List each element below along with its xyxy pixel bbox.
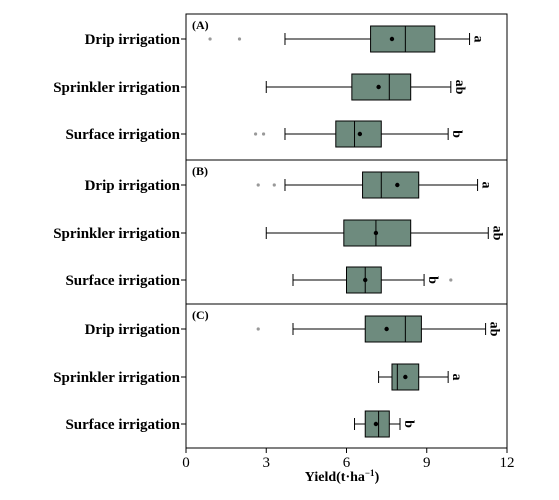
box-group: Surface irrigation b bbox=[65, 410, 416, 438]
category-label: Surface irrigation bbox=[65, 273, 180, 289]
category-label: Surface irrigation bbox=[65, 417, 180, 433]
x-axis-title: Yield(t·ha−1) bbox=[305, 468, 380, 485]
mean-marker bbox=[373, 421, 379, 427]
outlier-point bbox=[253, 132, 258, 136]
box-group: Sprinkler irrigation a bbox=[53, 363, 464, 391]
category-label: Drip irrigation bbox=[85, 178, 181, 194]
iqr-box bbox=[351, 73, 412, 101]
mean-marker bbox=[376, 84, 381, 90]
box-group: Surface irrigation b bbox=[65, 266, 453, 294]
category-label: Drip irrigation bbox=[85, 32, 181, 48]
outlier-point bbox=[261, 132, 266, 136]
x-tick-label: 6 bbox=[343, 455, 351, 471]
category-label: Sprinkler irrigation bbox=[53, 226, 180, 242]
box-group: Drip irrigation a bbox=[85, 171, 494, 199]
panel-1: (A) Drip irrigation a Sprinkler irrigation a… bbox=[53, 13, 508, 161]
significance-letter: b bbox=[401, 420, 416, 428]
outlier-point bbox=[208, 37, 212, 41]
outlier-point bbox=[256, 327, 260, 331]
box-group: Sprinkler irrigation ab bbox=[53, 73, 467, 101]
panel-label: (A) bbox=[192, 18, 209, 32]
mean-marker bbox=[373, 230, 379, 236]
significance-letter: ab bbox=[452, 80, 467, 95]
iqr-box bbox=[370, 25, 436, 53]
significance-letter: a bbox=[471, 36, 486, 43]
mean-marker bbox=[357, 131, 363, 137]
significance-letter: ab bbox=[487, 322, 502, 337]
x-tick-label: 3 bbox=[263, 455, 271, 471]
box-group: Sprinkler irrigation ab bbox=[53, 219, 504, 247]
mean-marker bbox=[384, 326, 389, 332]
significance-letter: a bbox=[449, 374, 464, 381]
category-label: Sprinkler irrigation bbox=[53, 80, 180, 96]
category-label: Drip irrigation bbox=[85, 322, 181, 338]
mean-marker bbox=[395, 182, 400, 188]
outlier-point bbox=[256, 183, 260, 187]
outlier-point bbox=[449, 278, 453, 282]
x-tick-label: 0 bbox=[182, 455, 190, 471]
category-label: Surface irrigation bbox=[65, 127, 180, 143]
iqr-box bbox=[364, 315, 422, 343]
box-group: Drip irrigation a bbox=[85, 25, 486, 53]
significance-letter: a bbox=[479, 182, 494, 189]
box-group: Drip irrigation ab bbox=[85, 315, 502, 343]
x-tick-label: 12 bbox=[500, 455, 515, 471]
panel-2: (B) Drip irrigation a Sprinkler irrigation a… bbox=[53, 159, 508, 305]
x-tick-label: 9 bbox=[423, 455, 431, 471]
mean-marker bbox=[389, 36, 395, 42]
iqr-box bbox=[364, 410, 390, 438]
box-group: Surface irrigation b bbox=[65, 120, 464, 148]
mean-marker bbox=[403, 374, 408, 380]
outlier-point bbox=[272, 183, 276, 187]
outlier-point bbox=[237, 37, 242, 41]
significance-letter: ab bbox=[489, 226, 504, 241]
significance-letter: b bbox=[449, 130, 464, 138]
panel-label: (C) bbox=[192, 308, 209, 322]
panels-layer: (A) Drip irrigation a Sprinkler irrigation a… bbox=[53, 13, 508, 449]
panel-label: (B) bbox=[192, 164, 208, 178]
significance-letter: b bbox=[425, 276, 440, 284]
iqr-box bbox=[362, 171, 420, 199]
x-axis: 0 3 6 9 12 bbox=[182, 448, 515, 471]
category-label: Sprinkler irrigation bbox=[53, 370, 180, 386]
mean-marker bbox=[363, 277, 368, 283]
